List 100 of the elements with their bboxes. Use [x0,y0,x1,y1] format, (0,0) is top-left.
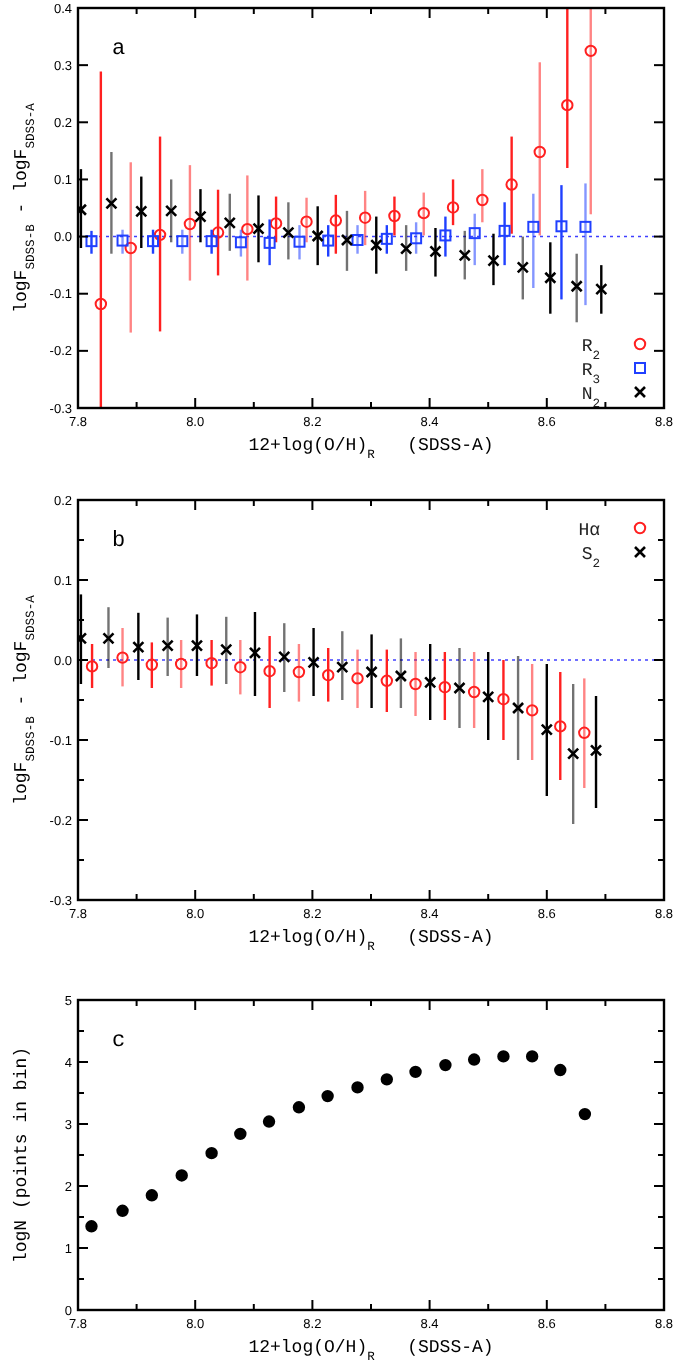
point [335,660,349,674]
text: 12+log(O/H)$_{R}$ (SDSS-A) [248,436,494,461]
point [147,235,160,248]
point [322,234,335,247]
point [282,226,295,239]
point [476,193,489,207]
point [132,640,145,654]
point [566,747,580,760]
point [561,98,574,112]
point [429,245,442,258]
point [584,44,597,58]
point [176,235,189,248]
point [595,282,608,296]
point [124,241,137,255]
point [365,665,378,679]
point [311,229,324,243]
legend-label: N$_{2}$ [581,385,601,410]
y-axis-title: logN (points in bin) [12,1046,32,1264]
point [394,669,408,683]
point [322,669,335,682]
point [516,261,530,274]
point [134,205,148,218]
annotation: a [112,38,126,62]
point [292,665,306,679]
point [399,242,413,255]
point [458,249,472,262]
point [578,1107,592,1121]
point [234,1127,247,1141]
point [579,220,592,233]
point [481,690,495,704]
text: 12+log(O/H)$_{R}$ (SDSS-A) [248,928,494,953]
point [94,297,108,311]
point [540,723,554,736]
point [194,210,207,223]
point [511,701,525,715]
point [262,1115,276,1128]
point [277,650,291,664]
point [321,1089,334,1103]
point [300,215,313,228]
point [554,1063,567,1077]
point [105,197,118,210]
point [487,254,500,267]
point [234,236,247,249]
point [307,656,320,669]
point [219,643,233,656]
point [248,646,262,660]
legend-label: S$_{2}$ [581,545,601,570]
point [85,1220,98,1233]
point [544,271,557,285]
point [116,651,129,664]
point [380,674,394,687]
point [423,676,437,689]
point [498,224,511,237]
annotation: b [112,530,126,554]
point [205,1146,218,1160]
point [116,234,129,247]
point [439,1058,452,1072]
point [329,214,343,227]
point [234,661,247,674]
point [263,665,276,678]
point [153,228,167,242]
point [351,672,364,685]
legend-label: R$_{3}$ [581,361,601,386]
point [555,220,568,233]
point [409,677,422,691]
point [145,658,159,671]
point [525,1050,539,1063]
point [417,206,430,220]
legend-label: R$_{2}$ [581,337,601,362]
annotation: c [112,1030,126,1054]
point [292,1101,306,1114]
point [554,720,567,733]
point [467,1053,481,1066]
point [211,226,225,239]
point [505,178,518,191]
point [570,279,583,293]
point [380,232,393,245]
point [453,681,466,695]
point [164,204,178,218]
legend-label: Hα [578,521,602,541]
point [269,217,283,230]
point [183,217,197,231]
point [369,238,383,252]
point [388,209,401,223]
point [263,236,276,249]
point [468,227,481,240]
point [410,232,423,245]
point [467,685,481,699]
point [102,632,115,645]
point [252,222,265,235]
point [409,1065,422,1079]
point [161,639,174,652]
point [241,222,254,236]
text: 12+log(O/H)$_{R}$ (SDSS-A) [248,1338,494,1363]
point [351,1081,364,1094]
point [205,657,218,670]
point [589,744,603,757]
point [145,1189,159,1202]
point [340,233,354,247]
point [525,704,539,717]
